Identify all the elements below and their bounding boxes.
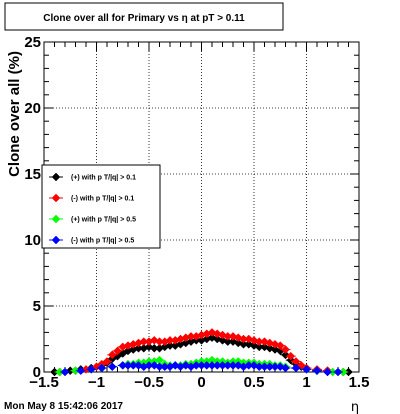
title-box xyxy=(4,2,284,31)
axes: −1.5 −1 −0.5 0 0.5 1 1.5 0 5 10 15 20 25 xyxy=(24,34,369,391)
x-tick-label: 0 xyxy=(197,374,205,391)
timestamp: Mon May 8 15:42:06 2017 xyxy=(4,401,123,412)
legend-marker xyxy=(51,172,61,182)
legend: (+) with p T/|q| > 0.1 (-) with p T/|q| >… xyxy=(49,172,136,245)
legend-entry-3: (+) with p T/|q| > 0.5 xyxy=(49,214,136,224)
legend-label: (-) with p T/|q| > 0.1 xyxy=(71,196,134,203)
y-tick-label: 15 xyxy=(24,166,41,183)
legend-label: (+) with p T/|q| > 0.5 xyxy=(71,217,136,224)
data-point xyxy=(312,366,322,376)
x-tick-label: 1.5 xyxy=(349,374,370,391)
data-point xyxy=(291,363,301,373)
data-point xyxy=(286,351,296,361)
legend-entry-2: (-) with p T/|q| > 0.1 xyxy=(49,193,134,203)
legend-label: (-) with p T/|q| > 0.5 xyxy=(71,238,134,245)
y-tick-label: 5 xyxy=(33,298,41,315)
data-point xyxy=(86,365,96,374)
legend-label: (+) with p T/|q| > 0.1 xyxy=(71,175,136,182)
data-point xyxy=(102,357,112,366)
data-point xyxy=(107,350,117,360)
data-point xyxy=(333,367,343,377)
series-layer xyxy=(49,328,354,377)
data-point xyxy=(281,363,290,373)
x-tick-label: 1 xyxy=(302,374,310,391)
legend-marker xyxy=(51,193,61,203)
x-axis-label: η xyxy=(351,400,359,414)
x-tick-label: −1.5 xyxy=(29,374,59,391)
series-4 xyxy=(60,361,343,377)
data-point xyxy=(275,341,285,350)
y-tick-label: 20 xyxy=(24,100,41,117)
y-axis-label: Clone over all (%) xyxy=(6,51,23,177)
y-tick-label: 10 xyxy=(24,232,41,249)
y-tick-label: 25 xyxy=(24,34,41,51)
data-point xyxy=(97,363,107,373)
x-tick-label: −1 xyxy=(88,374,105,391)
x-tick-label: −0.5 xyxy=(134,374,164,391)
y-tick-label: 0 xyxy=(33,364,41,381)
data-point xyxy=(281,345,290,354)
data-point xyxy=(323,367,332,377)
legend-marker xyxy=(51,235,61,245)
legend-entry-1: (+) with p T/|q| > 0.1 xyxy=(49,172,136,182)
legend-box xyxy=(41,164,161,249)
data-point xyxy=(302,365,311,374)
legend-entry-4: (-) with p T/|q| > 0.5 xyxy=(49,235,134,245)
data-point xyxy=(76,366,86,376)
data-point xyxy=(107,362,117,372)
legend-marker xyxy=(51,214,61,224)
data-point xyxy=(113,346,122,356)
chart-title: Clone over all for Primary vs η at pT > … xyxy=(43,13,245,24)
x-tick-label: 0.5 xyxy=(244,374,265,391)
data-point xyxy=(60,367,70,377)
